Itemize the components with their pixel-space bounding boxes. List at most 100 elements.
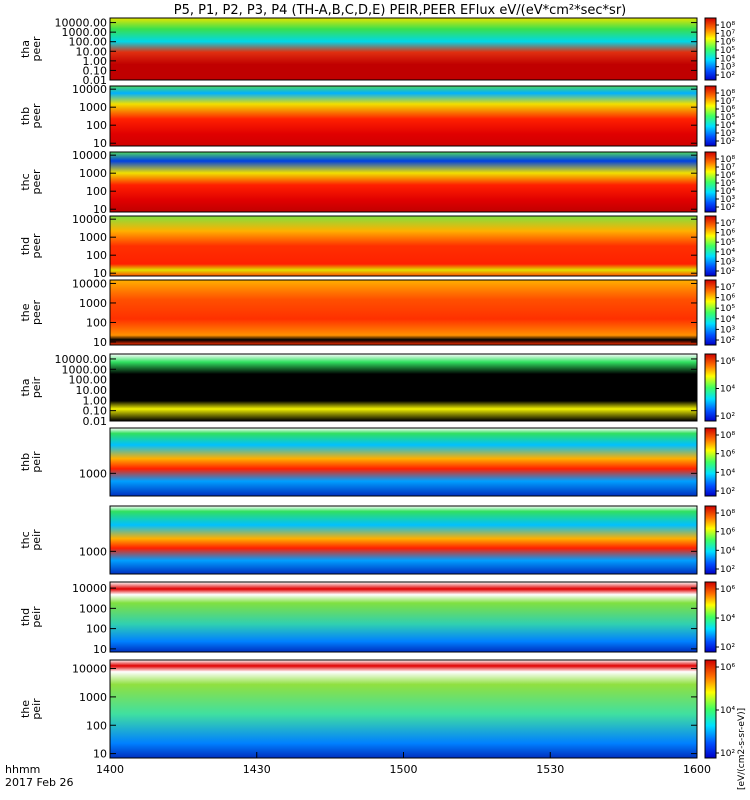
colorbar-tick-label: 10⁵ <box>720 179 735 189</box>
panel-ylabel: peir <box>30 376 43 398</box>
panel-ylabel: peer <box>30 36 43 62</box>
colorbar-tick-label: 10⁶ <box>720 105 735 115</box>
y-tick-label: 10000 <box>72 213 107 226</box>
y-tick-label: 0.01 <box>83 74 108 87</box>
y-tick-label: 1000 <box>79 101 107 114</box>
x-axis-label-date: 2017 Feb 26 <box>5 776 73 789</box>
colorbar-tick-label: 10³ <box>720 195 735 205</box>
colorbar <box>704 427 717 497</box>
panel-ylabel: thb <box>19 107 32 125</box>
panel-ylabel: the <box>19 700 32 718</box>
y-tick-label: 10 <box>93 336 107 349</box>
colorbar <box>704 151 717 213</box>
colorbar-tick-label: 10² <box>720 267 735 277</box>
colorbar-tick-label: 10⁴ <box>720 546 735 556</box>
panel-ylabel: thb <box>19 453 32 471</box>
panel-ylabel: tha <box>19 378 32 396</box>
y-tick-label: 100 <box>86 119 107 132</box>
panel-frame <box>109 353 698 422</box>
colorbar-tick-label: 10⁶ <box>720 528 735 538</box>
colorbar-tick-label: 10⁷ <box>720 97 735 107</box>
colorbar <box>704 581 717 653</box>
panel-ylabel: peir <box>30 606 43 628</box>
panel-frame <box>109 151 698 213</box>
panel-frame <box>109 279 698 346</box>
colorbar-tick-label: 10⁴ <box>720 315 735 325</box>
spectrogram-image <box>110 582 697 652</box>
panel-ylabel: peer <box>30 169 43 195</box>
colorbar-tick-label: 10⁶ <box>720 663 735 673</box>
panel-frame <box>109 427 698 497</box>
panel-frame <box>109 85 698 147</box>
colorbar-tick-label: 10⁸ <box>720 21 735 31</box>
y-tick-label: 1000 <box>79 467 107 480</box>
y-tick-label: 10.00 <box>76 384 108 397</box>
y-tick-label: 10 <box>93 267 107 280</box>
y-tick-label: 100 <box>86 719 107 732</box>
y-tick-label: 100 <box>86 249 107 262</box>
panel-ylabel: peir <box>30 698 43 720</box>
panel-frame <box>109 505 698 575</box>
y-tick-label: 10000 <box>72 83 107 96</box>
colorbar-tick-label: 10⁵ <box>720 46 735 56</box>
colorbar-tick-label: 10³ <box>720 257 735 267</box>
colorbar-tick-label: 10⁴ <box>720 706 735 716</box>
y-tick-label: 10 <box>93 203 107 216</box>
spectrogram-image <box>110 216 697 276</box>
colorbar <box>704 659 717 759</box>
panel-ylabel: tha <box>19 40 32 58</box>
y-tick-label: 1000.00 <box>62 26 108 39</box>
colorbar <box>704 17 717 81</box>
panel-ylabel: thc <box>19 173 32 190</box>
x-axis-label-hhmm: hhmm <box>5 763 40 776</box>
y-tick-label: 10 <box>93 643 107 656</box>
y-tick-label: 1000 <box>79 167 107 180</box>
y-tick-label: 1000 <box>79 545 107 558</box>
colorbar <box>704 215 717 277</box>
x-tick-label: 1530 <box>536 763 564 776</box>
y-tick-label: 1000 <box>79 297 107 310</box>
spectrogram-image <box>110 280 697 345</box>
panel-frame <box>109 17 698 81</box>
colorbar-tick-label: 10² <box>720 336 735 346</box>
y-tick-label: 10000 <box>72 277 107 290</box>
colorbar-tick-label: 10³ <box>720 325 735 335</box>
colorbar-tick-label: 10³ <box>720 63 735 73</box>
panel-frame <box>109 215 698 277</box>
panel-ylabel: thd <box>19 237 32 255</box>
colorbar-tick-label: 10⁸ <box>720 155 735 165</box>
spectrogram-image <box>110 660 697 758</box>
colorbar-tick-label: 10³ <box>720 129 735 139</box>
x-tick-label: 1430 <box>243 763 271 776</box>
y-tick-label: 1000 <box>79 231 107 244</box>
y-tick-label: 10.00 <box>76 45 108 58</box>
colorbar <box>704 85 717 147</box>
x-tick-label: 1400 <box>96 763 124 776</box>
colorbar-tick-label: 10⁵ <box>720 113 735 123</box>
y-tick-label: 100 <box>86 316 107 329</box>
y-tick-label: 1.00 <box>83 394 108 407</box>
y-tick-label: 100.00 <box>69 36 108 49</box>
colorbar-tick-label: 10² <box>720 137 735 147</box>
y-tick-label: 10000 <box>72 663 107 676</box>
colorbar-tick-label: 10⁵ <box>720 238 735 248</box>
colorbar-tick-label: 10² <box>720 749 735 759</box>
y-tick-label: 10 <box>93 748 107 761</box>
panel-ylabel: the <box>19 303 32 321</box>
colorbar-tick-label: 10⁷ <box>720 29 735 39</box>
colorbar-tick-label: 10² <box>720 565 735 575</box>
colorbar-tick-label: 10⁴ <box>720 54 735 64</box>
colorbar-tick-label: 10⁴ <box>720 468 735 478</box>
y-tick-label: 0.10 <box>83 405 108 418</box>
spectrogram-image <box>110 506 697 574</box>
spectrogram-image <box>110 152 697 212</box>
colorbar-tick-label: 10⁶ <box>720 294 735 304</box>
colorbar-tick-label: 10⁶ <box>720 229 735 239</box>
colorbar-tick-label: 10⁴ <box>720 187 735 197</box>
